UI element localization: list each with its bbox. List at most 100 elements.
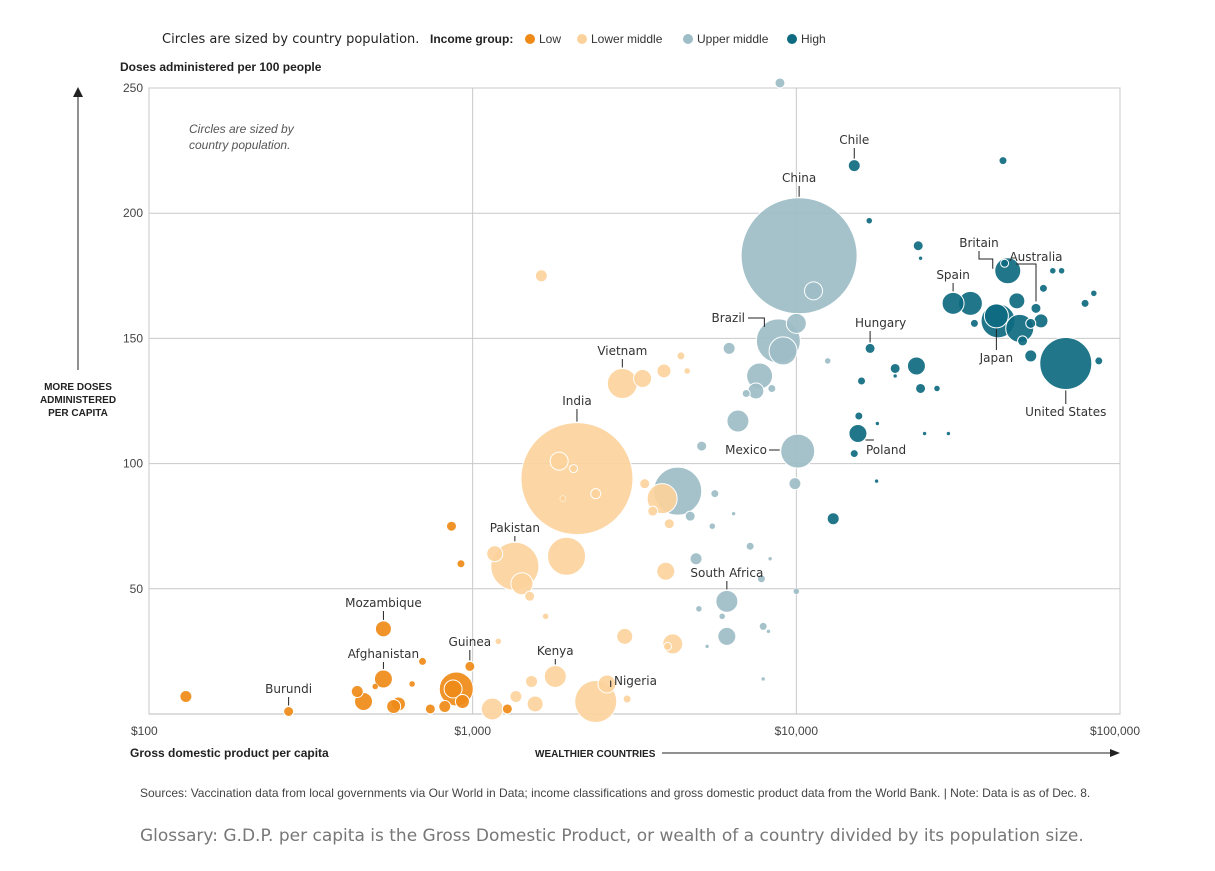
bubble bbox=[633, 368, 653, 388]
bubble bbox=[438, 699, 452, 713]
bubble bbox=[793, 588, 800, 595]
legend-swatch-upper-middle bbox=[683, 34, 693, 44]
bubble bbox=[726, 409, 750, 433]
label-brazil: Brazil bbox=[712, 311, 746, 325]
label-australia-leader bbox=[1016, 263, 1037, 302]
glossary: Glossary: G.D.P. per capita is the Gross… bbox=[140, 826, 1084, 846]
label-china: China bbox=[782, 171, 816, 185]
legend-label: Low bbox=[539, 32, 561, 46]
bubble bbox=[892, 373, 898, 379]
bubble bbox=[785, 312, 807, 334]
bubble bbox=[663, 641, 673, 651]
label-south-africa: South Africa bbox=[690, 566, 763, 580]
bubble bbox=[922, 431, 927, 436]
bubble bbox=[509, 689, 523, 703]
bubble bbox=[386, 698, 402, 714]
bubble bbox=[480, 697, 504, 721]
x-arrow-head bbox=[1110, 749, 1120, 757]
bubble bbox=[912, 240, 924, 252]
bubble bbox=[443, 679, 463, 699]
bubble bbox=[1038, 283, 1048, 293]
bubble bbox=[445, 520, 457, 532]
bubble bbox=[663, 518, 675, 530]
label-hungary: Hungary bbox=[855, 316, 906, 330]
label-guinea: Guinea bbox=[449, 635, 492, 649]
legend-label: Lower middle bbox=[591, 32, 663, 46]
label-mozambique: Mozambique bbox=[345, 596, 422, 610]
bubble bbox=[933, 385, 941, 392]
x-side-label: WEALTHIER COUNTRIES bbox=[535, 749, 656, 760]
y-tick-label: 50 bbox=[130, 582, 144, 596]
bubble bbox=[804, 281, 824, 301]
bubble bbox=[1033, 313, 1049, 329]
label-poland-leader bbox=[865, 439, 874, 441]
bubble bbox=[525, 674, 539, 688]
bubble bbox=[710, 489, 720, 499]
bubble bbox=[718, 613, 726, 620]
bubble bbox=[639, 478, 651, 490]
bubble bbox=[501, 703, 513, 715]
size-note: Circles are sized by country population. bbox=[162, 32, 419, 47]
bubble bbox=[866, 217, 873, 224]
bubble bbox=[1058, 267, 1065, 275]
bubble bbox=[741, 388, 751, 398]
bubble bbox=[647, 505, 659, 517]
bubble bbox=[760, 676, 766, 682]
label-pakistan: Pakistan bbox=[490, 521, 540, 535]
bubble bbox=[849, 449, 859, 459]
bubble-united-states bbox=[1039, 336, 1093, 390]
y-tick-label: 100 bbox=[123, 457, 143, 471]
bubble bbox=[918, 256, 923, 261]
x-tick-label: $10,000 bbox=[775, 724, 819, 738]
bubble bbox=[676, 351, 686, 361]
bubble bbox=[559, 495, 567, 502]
bubble bbox=[731, 511, 736, 516]
bubble bbox=[854, 411, 864, 421]
legend-label: High bbox=[801, 32, 826, 46]
bubble bbox=[1049, 267, 1057, 275]
bubble bbox=[969, 318, 979, 328]
bubble bbox=[874, 478, 879, 484]
bubble-afghanistan bbox=[373, 669, 393, 689]
label-britain-leader bbox=[978, 251, 994, 269]
bubble bbox=[1008, 292, 1026, 310]
bubble bbox=[915, 382, 927, 394]
bubble bbox=[747, 382, 765, 400]
bubble bbox=[547, 536, 587, 576]
label-burundi: Burundi bbox=[265, 682, 312, 696]
bubble bbox=[454, 693, 470, 709]
label-mexico: Mexico bbox=[725, 443, 767, 457]
bubble bbox=[524, 590, 536, 602]
bubble bbox=[788, 477, 802, 491]
bubble bbox=[745, 541, 755, 551]
bubble-guinea bbox=[464, 660, 476, 672]
bubble-south-africa bbox=[715, 589, 739, 613]
bubble-hungary bbox=[864, 342, 876, 354]
x-tick-label: $100 bbox=[131, 724, 158, 738]
bubble bbox=[826, 512, 840, 526]
bubble bbox=[767, 556, 773, 562]
y-arrow-head bbox=[73, 87, 83, 97]
y-axis-title: Doses administered per 100 people bbox=[120, 60, 322, 74]
bubble bbox=[906, 356, 926, 376]
plot-frame bbox=[148, 87, 1121, 715]
bubble bbox=[622, 694, 632, 704]
legend-swatch-low bbox=[525, 34, 535, 44]
bubble bbox=[590, 488, 602, 500]
bubble bbox=[768, 336, 798, 366]
bubble bbox=[1094, 356, 1104, 366]
legend-label: Upper middle bbox=[697, 32, 769, 46]
y-tick-label: 200 bbox=[123, 206, 143, 220]
label-brazil-leader bbox=[748, 317, 765, 327]
bubble bbox=[709, 522, 716, 530]
bubble bbox=[766, 629, 771, 634]
bubble bbox=[875, 421, 880, 426]
bubble bbox=[510, 572, 534, 596]
y-side-label: MORE DOSES ADMINISTERED PER CAPITA bbox=[40, 382, 116, 419]
bubble bbox=[569, 464, 579, 474]
bubble bbox=[1080, 298, 1090, 308]
bubble-poland bbox=[848, 424, 868, 444]
bubble-mexico bbox=[780, 433, 816, 469]
bubble bbox=[179, 689, 193, 703]
bubble bbox=[722, 341, 736, 355]
